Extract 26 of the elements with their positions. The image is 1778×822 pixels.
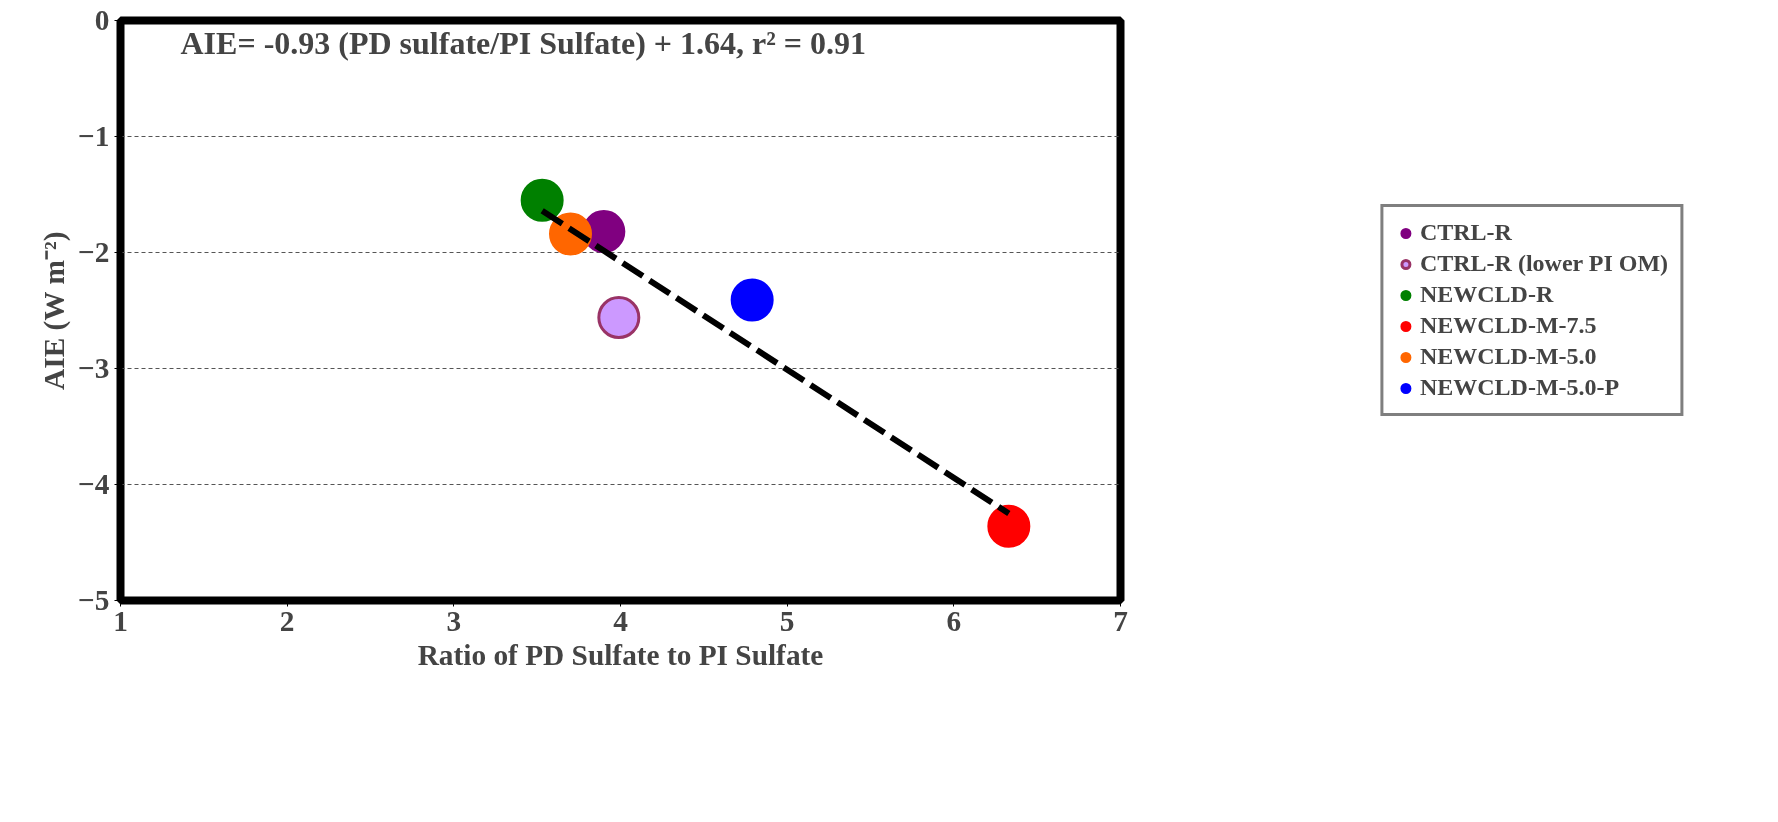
point bbox=[730, 278, 774, 322]
annotation: AIE= -0.93 (PD sulfate/PI Sulfate) + 1.64, r² = 0.91 bbox=[180, 24, 867, 61]
x-axis-title: Ratio of PD Sulfate to PI Sulfate bbox=[417, 638, 824, 671]
point bbox=[597, 296, 641, 339]
point bbox=[520, 178, 564, 222]
y-tick-label: −5 bbox=[78, 584, 110, 616]
x-tick-label: 3 bbox=[446, 604, 462, 637]
x-tick-label: 6 bbox=[946, 604, 962, 637]
x-tick-label: 1 bbox=[113, 604, 128, 637]
point bbox=[987, 504, 1031, 548]
y-tick-label: −4 bbox=[78, 468, 110, 500]
y-tick-label: 0 bbox=[94, 4, 110, 36]
legend-label: CTRL-R (lower PI OM) bbox=[1419, 250, 1669, 277]
x-tick-label: 2 bbox=[279, 604, 295, 637]
legend-label: NEWCLD-R bbox=[1419, 281, 1554, 308]
x-tick-label: 5 bbox=[779, 604, 795, 637]
y-tick-label: −1 bbox=[78, 120, 110, 152]
legend-label: NEWCLD-M-5.0-P bbox=[1419, 374, 1620, 401]
legend-label: NEWCLD-M-5.0 bbox=[1419, 343, 1597, 370]
x-tick-label: 7 bbox=[1113, 604, 1128, 637]
y-tick-label: −3 bbox=[78, 352, 110, 384]
legend-label: NEWCLD-M-7.5 bbox=[1419, 312, 1597, 339]
legend-label: CTRL-R bbox=[1419, 219, 1512, 246]
y-axis-title: AIE (W m⁻²) bbox=[38, 231, 72, 390]
y-tick-label: −2 bbox=[78, 236, 110, 268]
x-tick-label: 4 bbox=[613, 604, 629, 637]
